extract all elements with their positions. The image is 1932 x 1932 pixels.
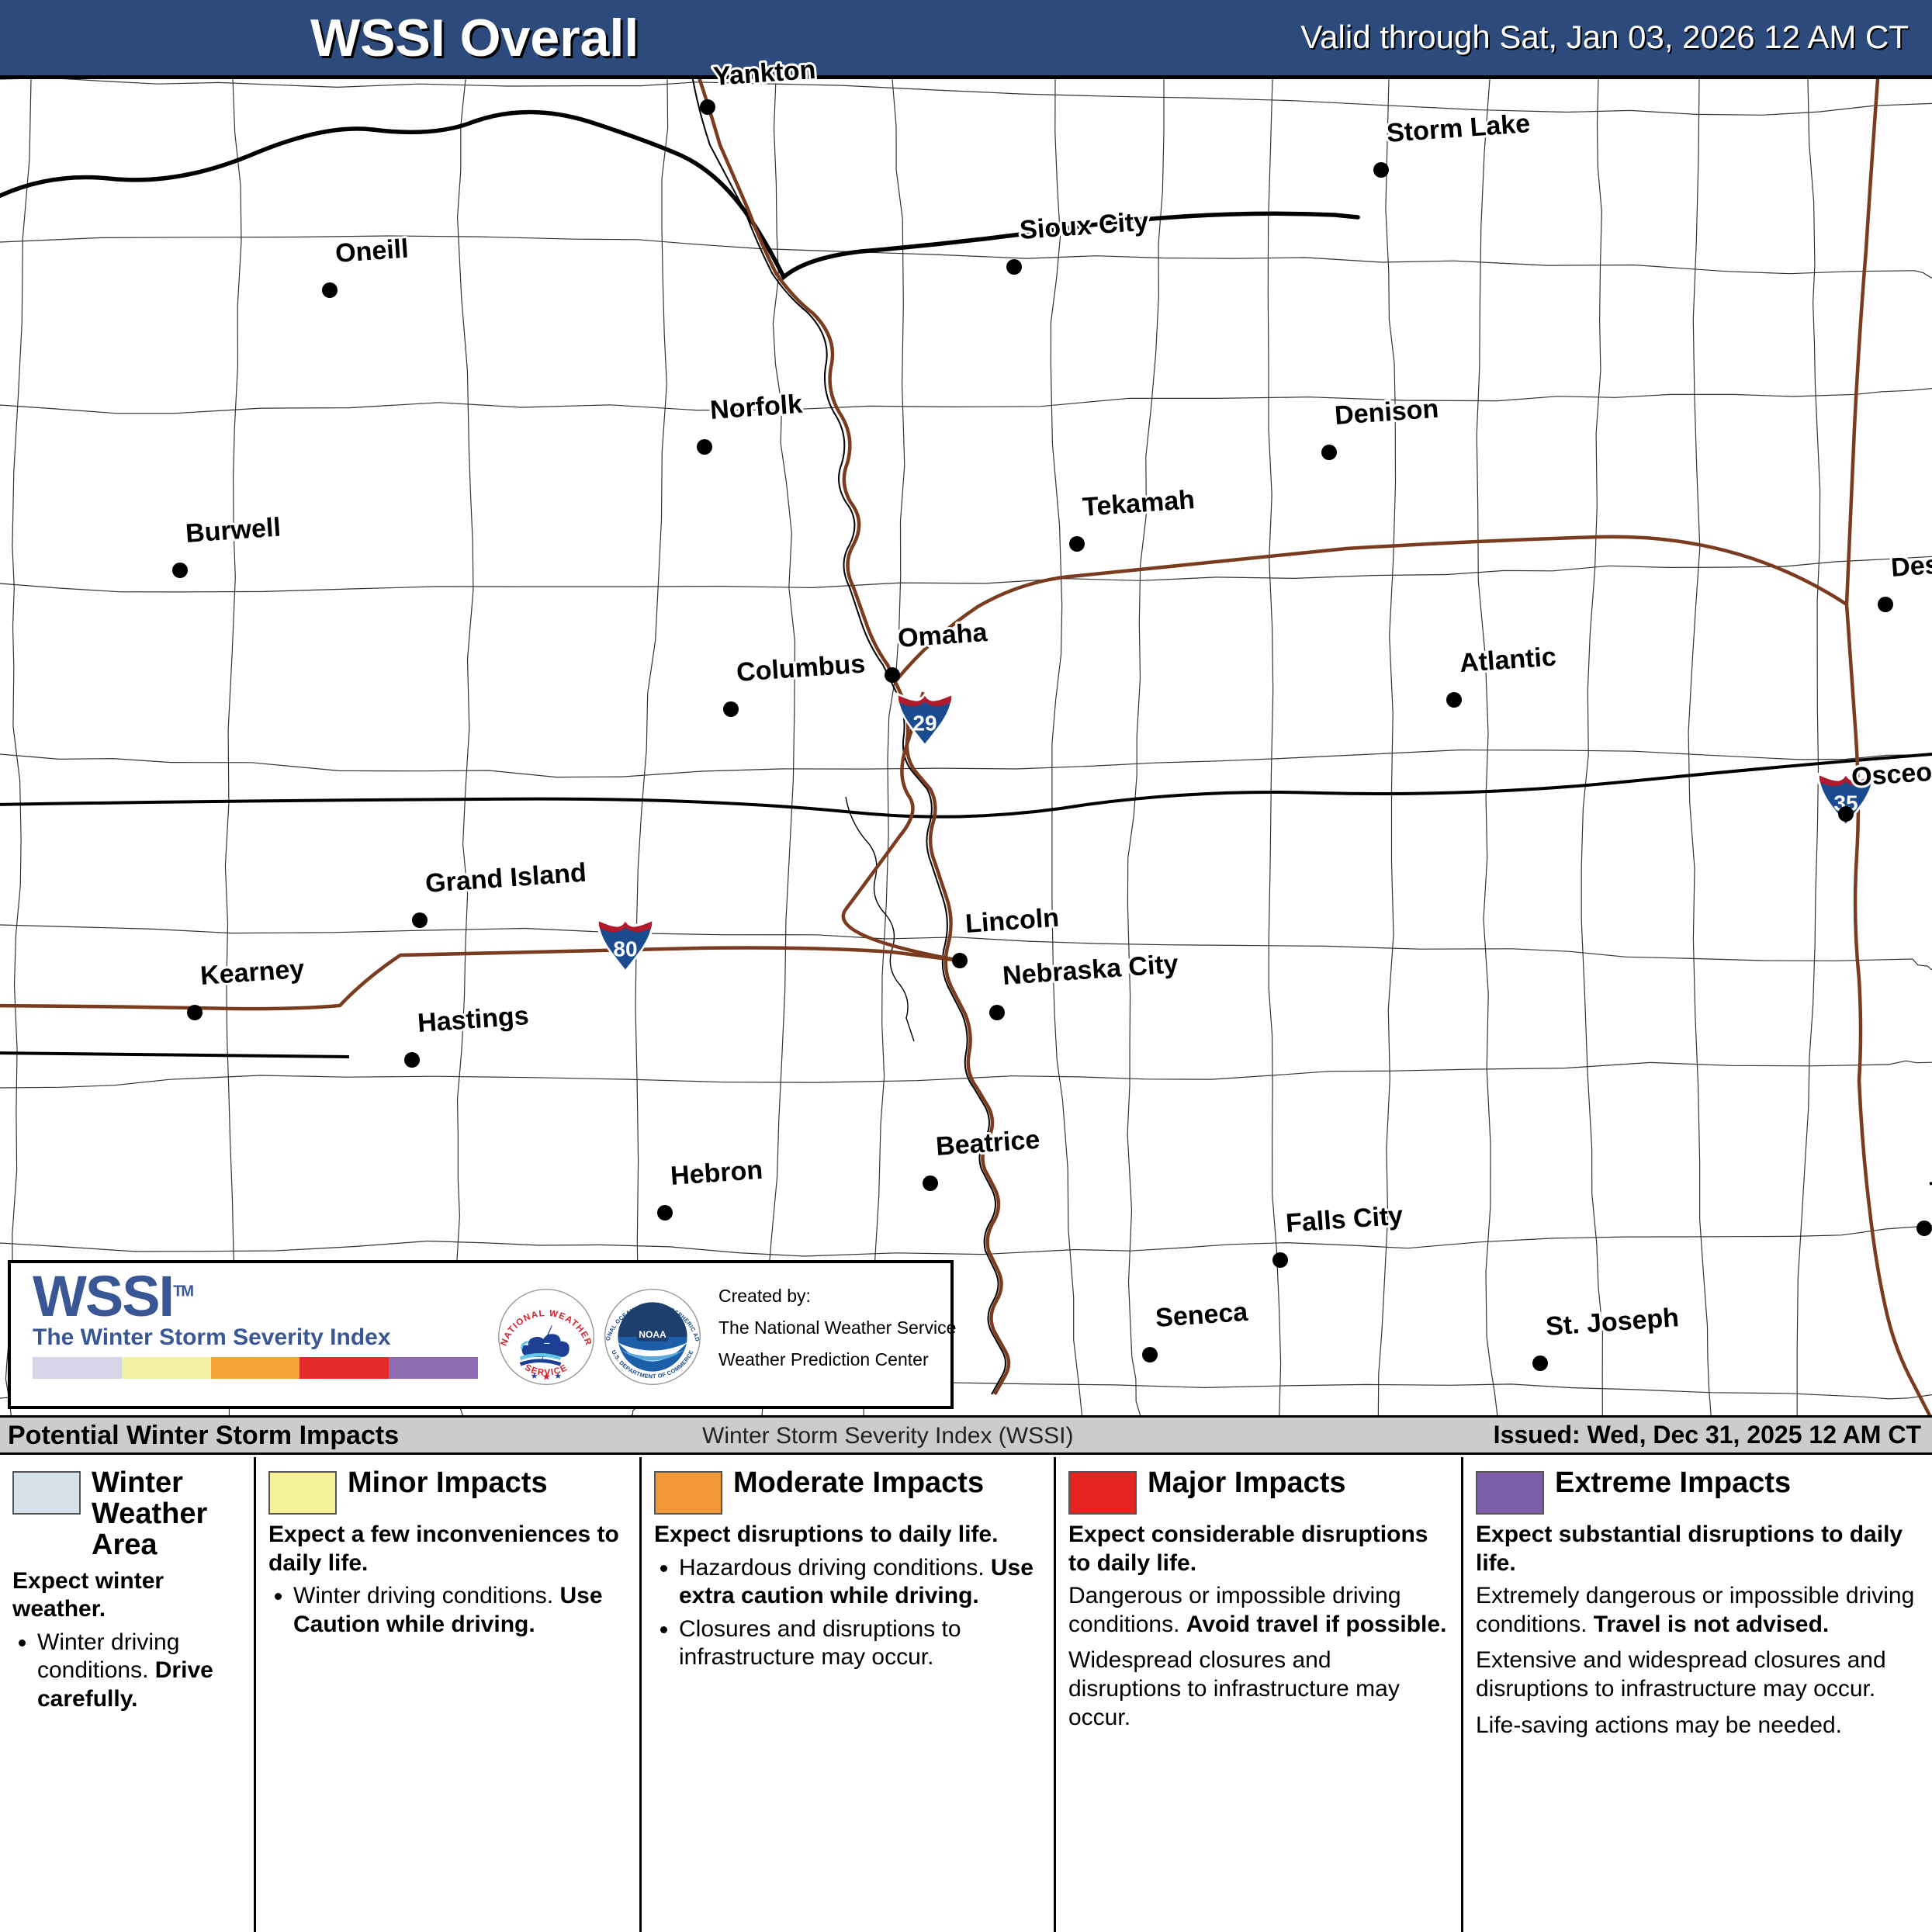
- svg-text:Omaha: Omaha: [897, 618, 989, 653]
- svg-text:★: ★: [542, 1371, 551, 1383]
- svg-text:★: ★: [531, 1372, 538, 1381]
- svg-text:★: ★: [554, 1372, 562, 1381]
- svg-text:Oneill: Oneill: [334, 234, 410, 268]
- svg-text:NOAA: NOAA: [639, 1329, 667, 1340]
